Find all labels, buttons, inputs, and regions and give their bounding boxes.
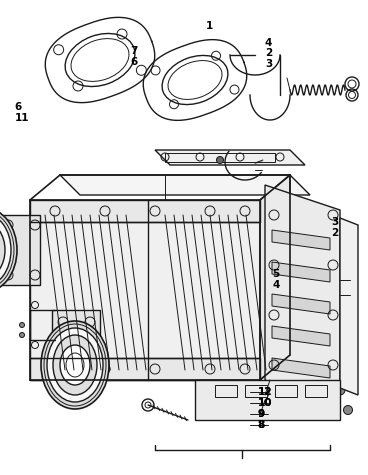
- Polygon shape: [195, 380, 340, 420]
- Text: 4: 4: [272, 280, 280, 290]
- Polygon shape: [272, 230, 330, 250]
- Polygon shape: [52, 310, 100, 385]
- Text: 12: 12: [258, 387, 272, 398]
- Ellipse shape: [0, 208, 17, 292]
- Polygon shape: [272, 358, 330, 378]
- Polygon shape: [272, 262, 330, 282]
- Polygon shape: [340, 218, 358, 395]
- Text: 6: 6: [15, 102, 22, 112]
- Polygon shape: [260, 175, 290, 380]
- Text: 2: 2: [331, 228, 339, 238]
- Bar: [30, 358, 260, 380]
- Circle shape: [335, 385, 345, 395]
- Ellipse shape: [53, 335, 97, 395]
- Polygon shape: [272, 294, 330, 314]
- Text: 3: 3: [265, 59, 272, 69]
- Circle shape: [343, 406, 353, 415]
- Text: 2: 2: [265, 48, 272, 58]
- Bar: [245, 385, 267, 397]
- Text: 3: 3: [331, 217, 339, 227]
- Ellipse shape: [47, 328, 103, 402]
- Text: 6: 6: [131, 57, 138, 67]
- Circle shape: [20, 323, 25, 327]
- Polygon shape: [272, 326, 330, 346]
- Bar: [165, 153, 275, 162]
- Text: 8: 8: [258, 420, 265, 430]
- Bar: [275, 385, 297, 397]
- Bar: [305, 385, 327, 397]
- Polygon shape: [0, 215, 40, 285]
- Polygon shape: [30, 200, 260, 380]
- Text: 11: 11: [15, 113, 29, 123]
- Text: 9: 9: [258, 409, 265, 419]
- Circle shape: [20, 332, 25, 338]
- Text: 1: 1: [206, 21, 213, 31]
- Text: 12: 12: [258, 387, 272, 398]
- Text: 4: 4: [265, 38, 272, 48]
- Text: 10: 10: [258, 398, 272, 408]
- Polygon shape: [60, 175, 310, 195]
- Text: 7: 7: [131, 46, 138, 57]
- Ellipse shape: [0, 222, 5, 278]
- Text: 9: 9: [258, 409, 265, 419]
- Ellipse shape: [41, 321, 109, 409]
- Text: 8: 8: [258, 420, 265, 430]
- Polygon shape: [155, 150, 305, 165]
- Circle shape: [216, 156, 223, 163]
- Ellipse shape: [60, 345, 90, 385]
- Ellipse shape: [0, 214, 11, 286]
- Bar: [30, 200, 260, 222]
- Text: 10: 10: [258, 398, 272, 408]
- Polygon shape: [265, 185, 340, 405]
- Bar: [215, 385, 237, 397]
- Text: 5: 5: [272, 269, 280, 279]
